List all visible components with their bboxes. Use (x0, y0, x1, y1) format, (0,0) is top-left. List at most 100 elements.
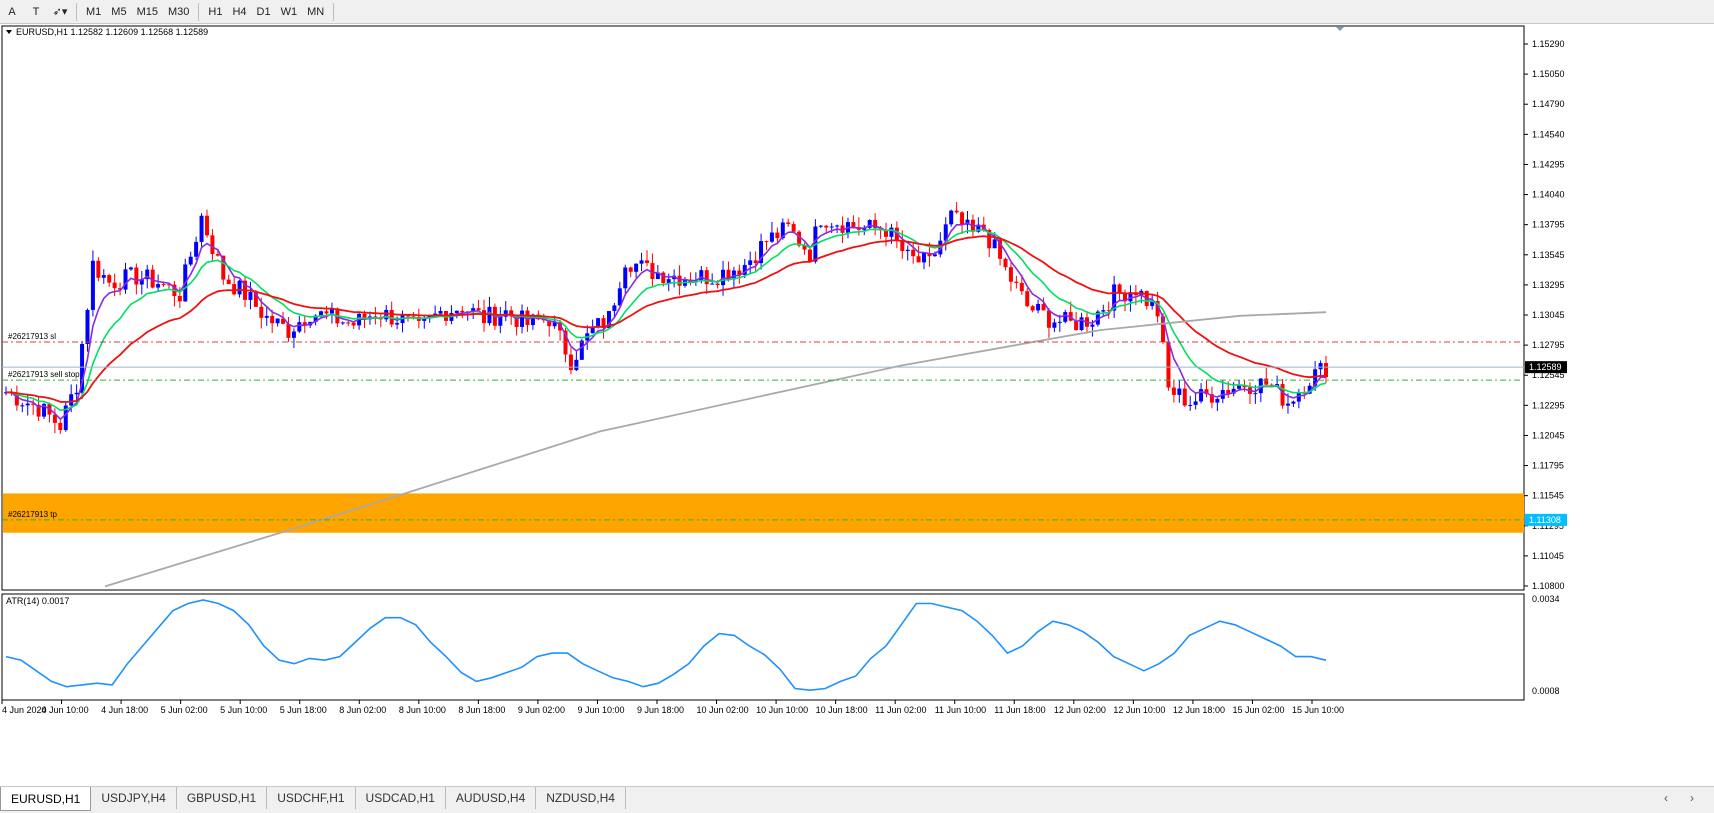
bear-candle (1204, 389, 1209, 395)
arrows-tool-button[interactable]: ➶▾ (52, 6, 68, 18)
bull-candle (1095, 311, 1100, 325)
chart-toolbar: A T ➶▾ M1 M5 M15 M30 H1 H4 D1 W1 MN (0, 0, 1714, 24)
bear-candle (726, 269, 731, 280)
symbol-header: EURUSD,H1 1.12582 1.12609 1.12568 1.1258… (16, 27, 208, 37)
time-axis-label: 9 Jun 10:00 (577, 705, 624, 715)
price-axis-label: 1.15290 (1532, 39, 1565, 49)
bull-candle (123, 269, 128, 290)
bull-candle (80, 344, 85, 393)
bear-candle (204, 215, 209, 236)
bull-candle (655, 272, 660, 280)
sl-order-label: #26217913 sl (8, 332, 56, 341)
bear-candle (1003, 258, 1008, 268)
timeframe-d1-button[interactable]: D1 (256, 5, 271, 18)
chart-shift-marker-icon[interactable] (1336, 27, 1344, 31)
bear-candle (824, 225, 829, 228)
tab-nzdusd-h4[interactable]: NZDUSD,H4 (536, 787, 626, 809)
bear-candle (900, 240, 905, 252)
bull-candle (780, 222, 785, 239)
bull-candle (932, 254, 937, 257)
timeframe-m15-button[interactable]: M15 (136, 5, 158, 18)
bear-candle (753, 260, 758, 264)
bear-candle (253, 292, 258, 307)
text-label-tool-button[interactable]: T (32, 5, 40, 18)
current-price-badge-text: 1.12589 (1529, 362, 1562, 372)
toolbar-separator (198, 2, 200, 21)
bear-candle (1030, 306, 1035, 311)
time-axis-label: 11 Jun 10:00 (935, 705, 986, 715)
time-axis-label: 11 Jun 02:00 (875, 705, 926, 715)
bull-candle (90, 260, 95, 310)
bear-candle (1117, 284, 1122, 293)
bear-candle (764, 241, 769, 243)
bull-candle (471, 308, 476, 312)
bear-candle (927, 252, 932, 257)
tab-usdcad-h1[interactable]: USDCAD,H1 (356, 787, 446, 809)
price-axis-label: 1.13045 (1532, 310, 1565, 320)
bull-candle (1199, 389, 1204, 402)
bull-candle (1188, 404, 1193, 406)
bull-candle (487, 306, 492, 324)
time-axis-label: 11 Jun 18:00 (994, 705, 1045, 715)
bull-candle (340, 322, 345, 324)
bull-candle (976, 224, 981, 232)
bull-candle (188, 256, 193, 265)
time-axis-label: 4 Jun 10:00 (42, 705, 89, 715)
bull-candle (1291, 401, 1296, 404)
timeframe-mn-button[interactable]: MN (307, 5, 325, 18)
bear-candle (1008, 267, 1013, 282)
time-axis-label: 9 Jun 18:00 (637, 705, 684, 715)
symbol-dropdown-icon[interactable] (6, 30, 12, 34)
chart-canvas[interactable]: #26217913 sl #26217913 sell stop #26217913… (0, 24, 1714, 786)
bear-candle (96, 260, 101, 278)
time-axis-label: 9 Jun 02:00 (518, 705, 565, 715)
tab-audusd-h4[interactable]: AUDUSD,H4 (446, 787, 537, 809)
atr-pane[interactable] (1, 593, 1525, 701)
tp-order-label: #26217913 tp (8, 510, 57, 519)
tp-zone-rectangle[interactable] (3, 493, 1524, 533)
bull-candle (1128, 292, 1133, 302)
bull-candle (639, 260, 644, 264)
bear-candle (1182, 388, 1187, 406)
tab-usdchf-h1[interactable]: USDCHF,H1 (267, 787, 356, 809)
timeframe-m1-button[interactable]: M1 (86, 5, 102, 18)
price-axis-label: 1.14540 (1532, 129, 1565, 139)
tab-scroll-next-icon[interactable]: › (1690, 791, 1694, 805)
text-tool-button[interactable]: A (8, 5, 16, 18)
bull-candle (742, 264, 747, 275)
timeframe-h1-button[interactable]: H1 (208, 5, 223, 18)
ma-long-line (104, 311, 1327, 588)
bull-candle (1307, 385, 1312, 394)
bear-candle (1123, 292, 1128, 302)
bull-candle (1177, 388, 1182, 395)
timeframe-h4-button[interactable]: H4 (232, 5, 247, 18)
bull-candle (454, 310, 459, 313)
timeframe-m30-button[interactable]: M30 (167, 5, 190, 18)
time-axis-label: 12 Jun 18:00 (1173, 705, 1225, 715)
bear-candle (1226, 390, 1231, 394)
bull-candle (248, 292, 253, 300)
timeframe-m5-button[interactable]: M5 (111, 5, 127, 18)
bear-candle (715, 283, 720, 286)
tab-scroll-prev-icon[interactable]: ‹ (1664, 791, 1668, 805)
bull-candle (943, 224, 948, 241)
chart-window[interactable]: #26217913 sl #26217913 sell stop #26217913… (0, 24, 1714, 786)
bull-candle (1150, 301, 1155, 306)
bull-candle (264, 315, 269, 318)
bear-candle (281, 318, 286, 324)
tab-eurusd-h1[interactable]: EURUSD,H1 (0, 787, 92, 811)
bull-candle (237, 280, 242, 295)
bull-candle (1057, 321, 1062, 323)
bear-candle (232, 284, 237, 295)
tab-gbpusd-h1[interactable]: GBPUSD,H1 (177, 787, 268, 809)
price-axis-label: 1.11045 (1532, 551, 1564, 561)
bull-candle (938, 240, 943, 255)
bear-candle (210, 235, 215, 255)
bull-candle (194, 241, 199, 257)
price-axis-label: 1.14295 (1532, 159, 1565, 169)
bear-candle (134, 267, 139, 285)
timeframe-w1-button[interactable]: W1 (280, 5, 298, 18)
bear-candle (405, 315, 410, 317)
tab-usdjpy-h4[interactable]: USDJPY,H4 (91, 787, 177, 809)
bear-candle (36, 404, 41, 417)
